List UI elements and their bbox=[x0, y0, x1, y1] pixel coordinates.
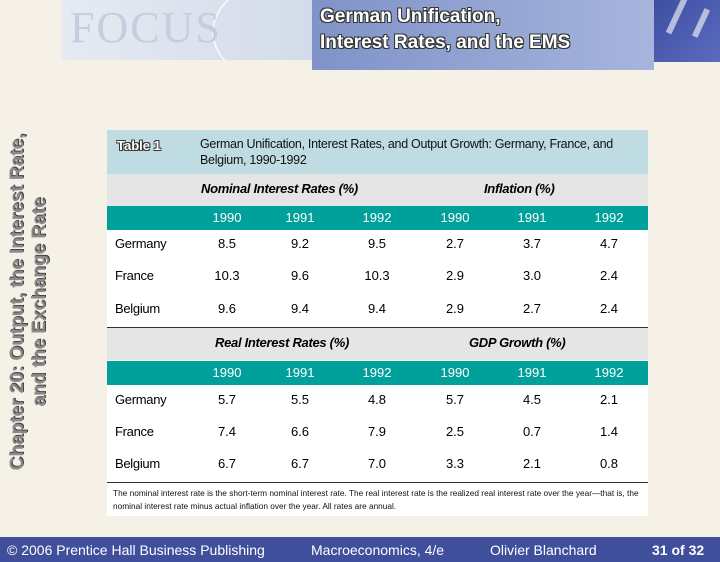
table-cell: 0.8 bbox=[599, 456, 619, 471]
table-cell: 3.0 bbox=[522, 268, 542, 283]
table-cell: 9.2 bbox=[290, 236, 310, 251]
table-cell: 5.7 bbox=[217, 392, 237, 407]
table-cell: 1.4 bbox=[599, 424, 619, 439]
year-label: 1992 bbox=[362, 210, 392, 225]
table-cell: 7.0 bbox=[367, 456, 387, 471]
section-title-real-rates: Real Interest Rates (%) bbox=[215, 335, 349, 350]
table-bottom-rule bbox=[107, 482, 648, 483]
footer-bar: © 2006 Prentice Hall Business Publishing… bbox=[0, 537, 720, 562]
year-label: 1991 bbox=[285, 210, 315, 225]
year-label: 1991 bbox=[517, 210, 547, 225]
table-caption: German Unification, Interest Rates, and … bbox=[200, 137, 613, 167]
table-cell: 2.9 bbox=[445, 268, 465, 283]
table-cell: 2.4 bbox=[599, 268, 619, 283]
year-header-row: 1990 1991 1992 1990 1991 1992 bbox=[107, 361, 648, 385]
table-cell: 3.7 bbox=[522, 236, 542, 251]
table-cell: 2.7 bbox=[445, 236, 465, 251]
year-label: 1991 bbox=[285, 365, 315, 380]
table-cell: 7.4 bbox=[217, 424, 237, 439]
table-cell: 0.7 bbox=[522, 424, 542, 439]
year-label: 1990 bbox=[212, 365, 242, 380]
table-cell: 2.1 bbox=[599, 392, 619, 407]
table-cell: 9.5 bbox=[367, 236, 387, 251]
section-title-inflation: Inflation (%) bbox=[484, 181, 555, 196]
table-label: Table 1 bbox=[117, 138, 161, 153]
table-cell: 4.5 bbox=[522, 392, 542, 407]
table-cell: 2.4 bbox=[599, 301, 619, 316]
table-cell: 2.1 bbox=[522, 456, 542, 471]
decorative-streak bbox=[691, 8, 711, 38]
table-cell: 6.7 bbox=[290, 456, 310, 471]
table-cell: 5.5 bbox=[290, 392, 310, 407]
chapter-title-line1: Chapter 20: Output, the Interest Rate, bbox=[7, 133, 28, 471]
table-header: Table 1 German Unification, Interest Rat… bbox=[107, 130, 648, 174]
slide-title-line2: Interest Rates, and the EMS bbox=[320, 32, 571, 53]
year-label: 1992 bbox=[594, 210, 624, 225]
country-label-belgium: Belgium bbox=[115, 456, 160, 471]
table-cell: 4.7 bbox=[599, 236, 619, 251]
slide-title-panel: German Unification, Interest Rates, and … bbox=[312, 0, 654, 70]
country-label-germany: Germany bbox=[115, 392, 167, 407]
country-label-france: France bbox=[115, 268, 154, 283]
footer-book: Macroeconomics, 4/e bbox=[311, 542, 445, 558]
country-label-france: France bbox=[115, 424, 154, 439]
footer-copyright: © 2006 Prentice Hall Business Publishing bbox=[7, 542, 265, 558]
page-number: 31 of 32 bbox=[652, 542, 705, 558]
decorative-streak-panel bbox=[654, 0, 720, 62]
decorative-arc bbox=[212, 0, 312, 60]
table-cell: 2.5 bbox=[445, 424, 465, 439]
year-label: 1992 bbox=[594, 365, 624, 380]
section-title-gdp-growth: GDP Growth (%) bbox=[469, 335, 566, 350]
data-table: Table 1 German Unification, Interest Rat… bbox=[107, 130, 648, 516]
table-cell: 9.6 bbox=[290, 268, 310, 283]
table-cell: 5.7 bbox=[445, 392, 465, 407]
focus-logo: FOCUS bbox=[70, 3, 222, 52]
table-footnote: The nominal interest rate is the short-t… bbox=[113, 488, 639, 511]
year-label: 1990 bbox=[212, 210, 242, 225]
slide-title: German Unification, Interest Rates, and … bbox=[320, 4, 654, 56]
table-cell: 4.8 bbox=[367, 392, 387, 407]
year-label: 1990 bbox=[440, 210, 470, 225]
table-cell: 9.4 bbox=[367, 301, 387, 316]
country-label-germany: Germany bbox=[115, 236, 167, 251]
table-cell: 9.6 bbox=[217, 301, 237, 316]
country-label-belgium: Belgium bbox=[115, 301, 160, 316]
table-cell: 10.3 bbox=[214, 268, 240, 283]
chapter-title-line2: and the Exchange Rate bbox=[29, 197, 50, 407]
section-header-nominal-inflation: Nominal Interest Rates (%) Inflation (%) bbox=[107, 174, 648, 206]
table-cell: 2.7 bbox=[522, 301, 542, 316]
year-header-row: 1990 1991 1992 1990 1991 1992 bbox=[107, 206, 648, 230]
decorative-streak bbox=[665, 0, 689, 35]
table-cell: 8.5 bbox=[217, 236, 237, 251]
table-cell: 6.7 bbox=[217, 456, 237, 471]
table-cell: 6.6 bbox=[290, 424, 310, 439]
year-label: 1991 bbox=[517, 365, 547, 380]
table-cell: 9.4 bbox=[290, 301, 310, 316]
section-header-real-gdp: Real Interest Rates (%) GDP Growth (%) bbox=[107, 328, 648, 360]
section-divider bbox=[107, 327, 648, 328]
slide-title-line1: German Unification, bbox=[320, 6, 501, 27]
year-label: 1990 bbox=[440, 365, 470, 380]
year-label: 1992 bbox=[362, 365, 392, 380]
footer-author: Olivier Blanchard bbox=[490, 542, 597, 558]
table-cell: 7.9 bbox=[367, 424, 387, 439]
chapter-side-title: Chapter 20: Output, the Interest Rate, a… bbox=[4, 72, 54, 532]
table-cell: 2.9 bbox=[445, 301, 465, 316]
table-cell: 10.3 bbox=[364, 268, 390, 283]
section-title-nominal-rates: Nominal Interest Rates (%) bbox=[201, 181, 358, 196]
table-cell: 3.3 bbox=[445, 456, 465, 471]
focus-logo-panel: FOCUS bbox=[62, 0, 312, 60]
